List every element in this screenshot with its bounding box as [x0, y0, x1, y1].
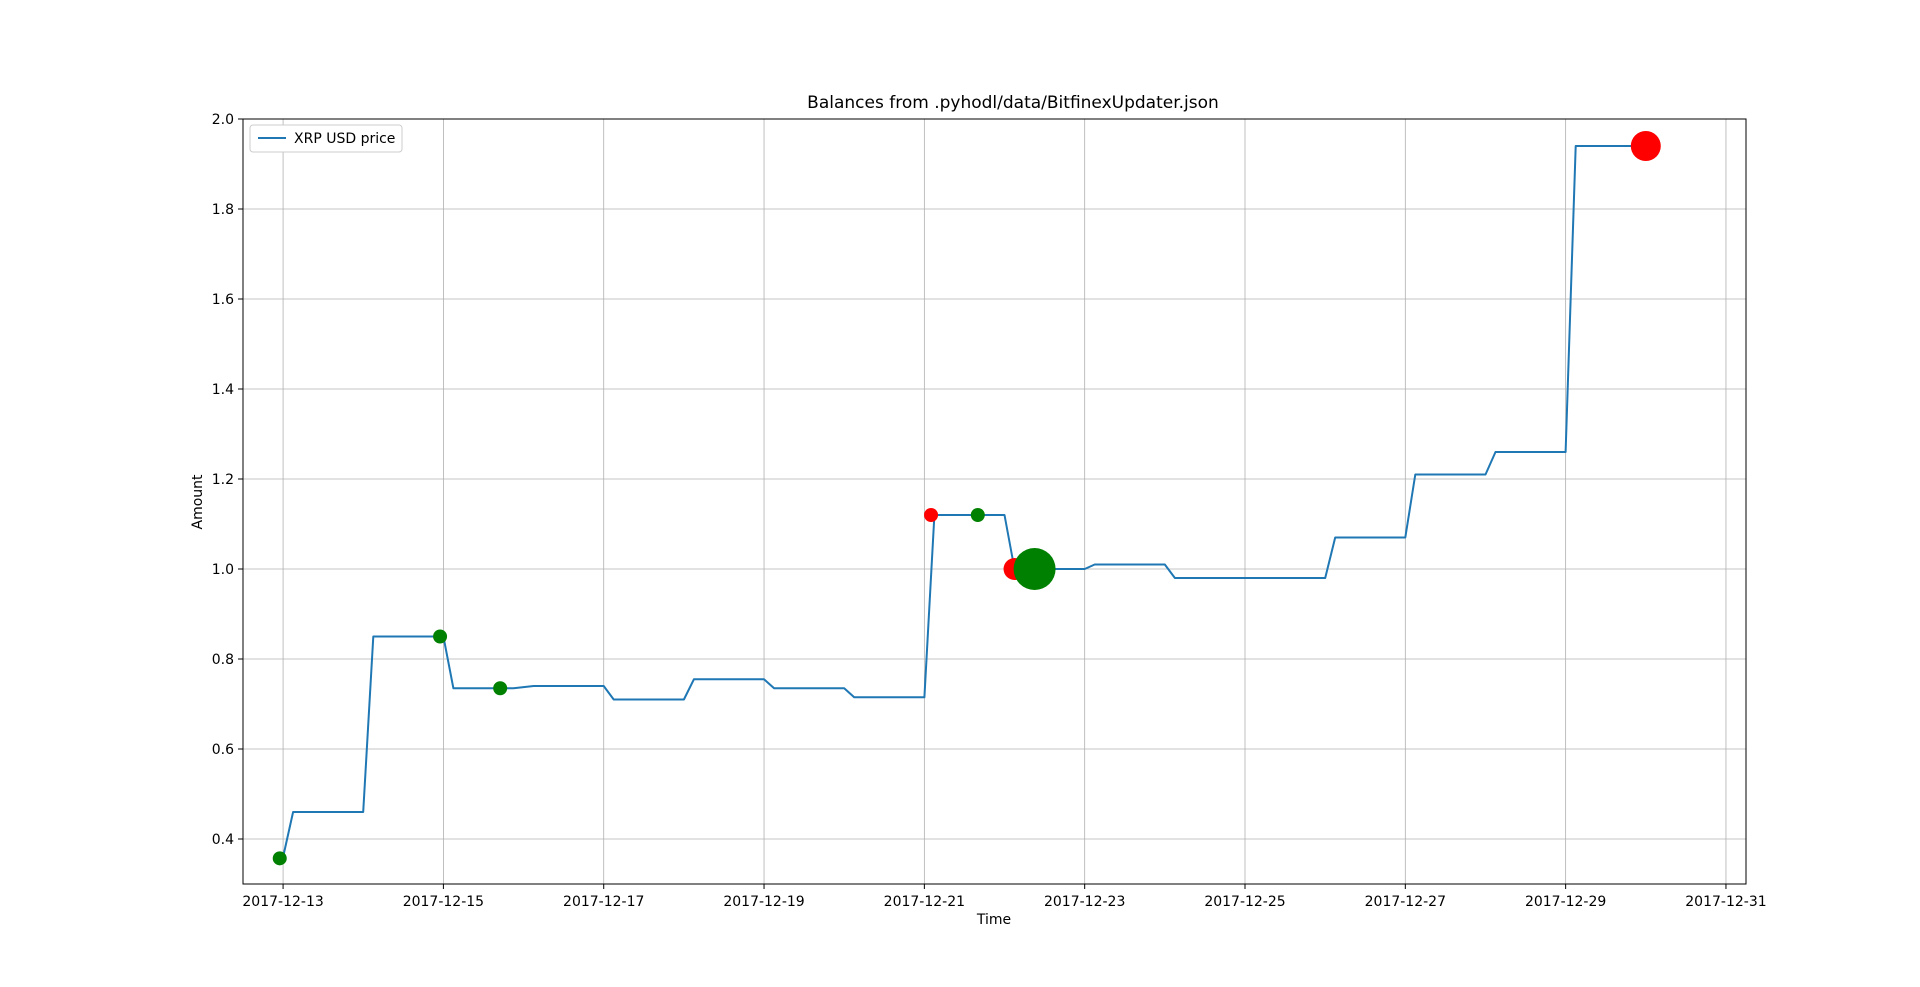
y-tick-label: 2.0 — [212, 112, 234, 128]
x-tick-label: 2017-12-21 — [884, 894, 965, 910]
grid-lines — [243, 118, 1746, 884]
plot-frame — [242, 118, 1747, 885]
legend-label: XRP USD price — [294, 131, 395, 147]
y-tick-label: 1.2 — [212, 472, 234, 488]
buy-marker — [433, 629, 448, 644]
series-layer — [282, 145, 1646, 858]
x-tick-label: 2017-12-25 — [1204, 894, 1285, 910]
legend-box — [249, 124, 403, 153]
x-tick-label: 2017-12-23 — [1044, 894, 1125, 910]
buy-marker — [970, 508, 985, 522]
x-tick-label: 2017-12-29 — [1525, 894, 1606, 910]
x-tick-label: 2017-12-27 — [1365, 894, 1446, 910]
marker-layer — [272, 131, 1661, 866]
y-axis: 0.4 0.6 0.8 1.0 1.2 1.4 1.6 1.8 2.0 — [212, 112, 243, 848]
y-tick-label: 1.6 — [212, 292, 234, 308]
x-axis-label: Time — [976, 912, 1011, 928]
x-tick-label: 2017-12-17 — [563, 894, 644, 910]
y-tick-label: 0.4 — [212, 832, 234, 848]
y-tick-label: 1.0 — [212, 562, 234, 578]
buy-marker — [493, 681, 508, 696]
x-tick-label: 2017-12-13 — [242, 894, 323, 910]
sell-marker — [924, 508, 939, 522]
buy-marker — [272, 851, 287, 866]
y-tick-label: 1.4 — [212, 382, 234, 398]
y-tick-label: 0.6 — [212, 742, 234, 758]
x-axis: 2017-12-13 2017-12-15 2017-12-17 2017-12-19… — [242, 884, 1767, 910]
series-line-xrp-usd-price — [282, 145, 1646, 858]
plot-background — [243, 119, 1746, 884]
chart-title: Balances from .pyhodl/data/BitfinexUpdat… — [807, 93, 1219, 113]
x-tick-label: 2017-12-31 — [1685, 894, 1766, 910]
sell-marker — [1630, 131, 1661, 161]
y-tick-label: 1.8 — [212, 202, 234, 218]
y-axis-label: Amount — [190, 474, 206, 530]
x-tick-label: 2017-12-15 — [403, 894, 484, 910]
y-tick-label: 0.8 — [212, 652, 234, 668]
x-tick-label: 2017-12-19 — [723, 894, 804, 910]
buy-marker — [1013, 548, 1056, 590]
legend: XRP USD price — [249, 124, 403, 153]
